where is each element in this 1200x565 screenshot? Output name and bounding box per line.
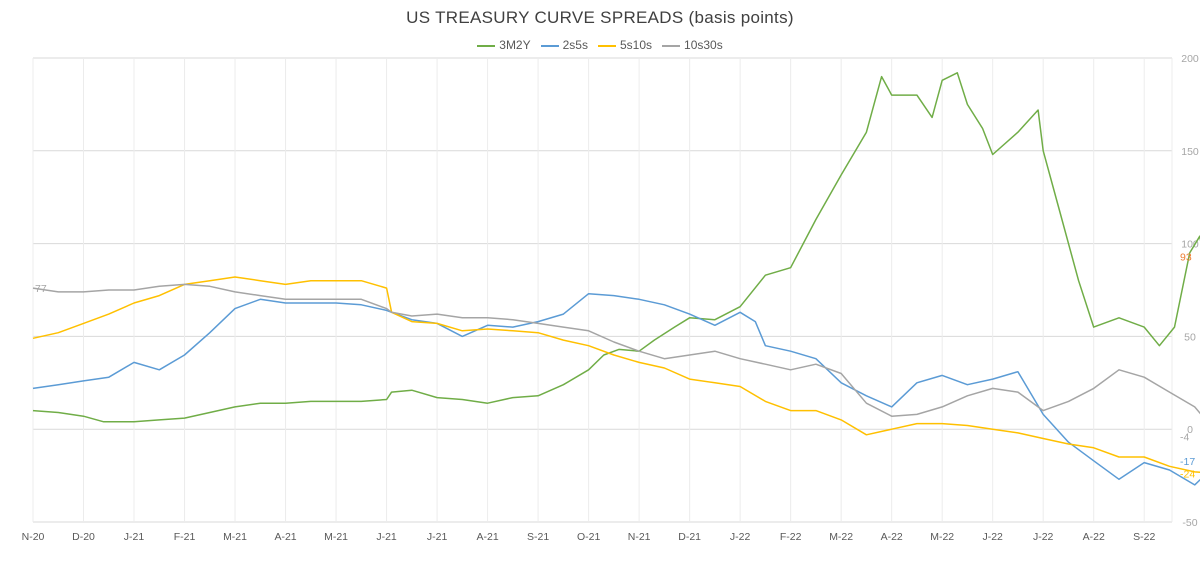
x-tick-label: J-22	[1033, 531, 1054, 543]
legend-swatch	[540, 44, 559, 47]
y-tick-label: 100	[1181, 239, 1199, 251]
x-tick-label: D-21	[678, 531, 701, 543]
y-tick-label: 50	[1184, 331, 1196, 343]
legend-swatch	[662, 44, 681, 47]
x-tick-label: M-22	[829, 531, 853, 543]
y-tick-label: 0	[1187, 424, 1193, 436]
x-tick-label: A-21	[274, 531, 296, 543]
x-tick-label: N-21	[628, 531, 651, 543]
end-label-2s5s: -17	[1180, 456, 1195, 468]
series-line-3M2Y	[32, 72, 1200, 423]
x-tick-label: M-22	[930, 531, 954, 543]
x-tick-label: M-21	[324, 531, 348, 543]
series-line-2s5s	[32, 292, 1200, 486]
x-tick-label: F-21	[174, 531, 196, 543]
x-tick-label: M-21	[223, 531, 247, 543]
series-line-5s10s	[32, 276, 1200, 474]
x-tick-label: F-22	[780, 531, 802, 543]
end-label-10s30s: -4	[1180, 432, 1189, 444]
x-tick-label: D-20	[72, 531, 95, 543]
x-tick-label: J-22	[982, 531, 1003, 543]
y-tick-label: 150	[1181, 146, 1199, 158]
series-line-10s30s	[32, 283, 1200, 417]
x-tick-label: A-21	[476, 531, 498, 543]
y-tick-label: 200	[1181, 53, 1199, 65]
chart-legend: 3M2Y 2s5s 5s10s 10s30s	[0, 38, 1200, 52]
legend-label: 2s5s	[562, 38, 588, 52]
legend-item-2s5s: 2s5s	[540, 38, 588, 52]
x-tick-label: O-21	[577, 531, 601, 543]
legend-swatch	[477, 44, 496, 47]
x-tick-label: J-22	[730, 531, 751, 543]
end-label-5s10s: -24	[1180, 469, 1195, 481]
chart-title: US TREASURY CURVE SPREADS (basis points)	[406, 8, 794, 27]
x-tick-label: A-22	[881, 531, 903, 543]
start-label-10s30s: 77	[35, 283, 47, 295]
legend-label: 5s10s	[619, 38, 653, 52]
legend-item-3M2Y: 3M2Y	[477, 38, 531, 52]
x-tick-label: J-21	[427, 531, 448, 543]
x-tick-label: J-21	[124, 531, 145, 543]
x-tick-label: N-20	[22, 531, 45, 543]
x-tick-label: S-22	[1133, 531, 1155, 543]
legend-item-5s10s: 5s10s	[597, 38, 653, 52]
x-tick-label: J-21	[376, 531, 397, 543]
end-label-3M2Y: 93	[1180, 252, 1192, 264]
y-tick-label: -50	[1182, 517, 1197, 529]
legend-item-10s30s: 10s30s	[662, 38, 723, 52]
x-tick-label: S-21	[527, 531, 549, 543]
legend-label: 3M2Y	[499, 38, 531, 52]
legend-swatch	[597, 44, 616, 47]
legend-label: 10s30s	[684, 38, 723, 52]
x-tick-label: A-22	[1083, 531, 1105, 543]
